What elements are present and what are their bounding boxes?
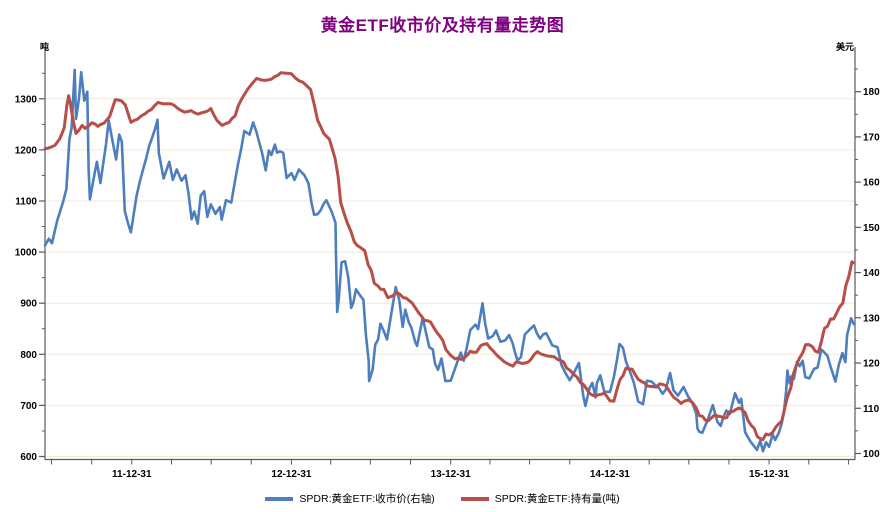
right-axis-tick-label: 150	[863, 223, 880, 234]
left-axis-tick-label: 600	[20, 452, 37, 463]
right-axis-tick-label: 170	[863, 132, 880, 143]
legend-label-price: SPDR:黄金ETF:收市价(右轴)	[299, 493, 435, 505]
right-axis-unit-label: 美元	[836, 41, 854, 52]
right-axis-tick-label: 130	[863, 313, 880, 324]
x-axis-tick-label: 15-12-31	[749, 469, 789, 480]
holdings-line	[43, 71, 856, 442]
right-axis-tick-label: 140	[863, 268, 880, 279]
price-line	[43, 68, 855, 453]
right-axis-tick-label: 120	[863, 359, 880, 370]
left-axis-unit-label: 吨	[40, 41, 49, 52]
legend-swatch-price	[265, 496, 294, 501]
legend: SPDR:黄金ETF:收市价(右轴) SPDR:黄金ETF:持有量(吨)	[0, 491, 885, 506]
legend-label-holdings: SPDR:黄金ETF:持有量(吨)	[494, 493, 620, 505]
right-axis-tick-label: 110	[863, 404, 880, 415]
left-axis-tick-label: 1300	[15, 94, 38, 105]
left-axis-tick-label: 1100	[15, 197, 37, 208]
x-axis-tick-label: 14-12-31	[590, 469, 630, 480]
left-axis-tick-label: 1200	[15, 145, 38, 156]
x-axis-tick-label: 11-12-31	[112, 469, 152, 480]
legend-swatch-holdings	[460, 496, 489, 501]
right-axis-tick-label: 100	[863, 449, 880, 460]
x-axis-tick-label: 12-12-31	[271, 469, 311, 480]
right-axis-tick-label: 180	[863, 87, 880, 98]
chart-title: 黄金ETF收市价及持有量走势图	[320, 16, 565, 35]
left-axis-tick-label: 900	[20, 299, 37, 310]
left-axis-tick-label: 800	[20, 350, 37, 361]
left-axis-tick-label: 1000	[15, 248, 38, 259]
right-axis-tick-label: 160	[863, 178, 880, 189]
x-axis-tick-label: 13-12-31	[431, 469, 471, 480]
left-axis-tick-label: 700	[20, 401, 37, 412]
